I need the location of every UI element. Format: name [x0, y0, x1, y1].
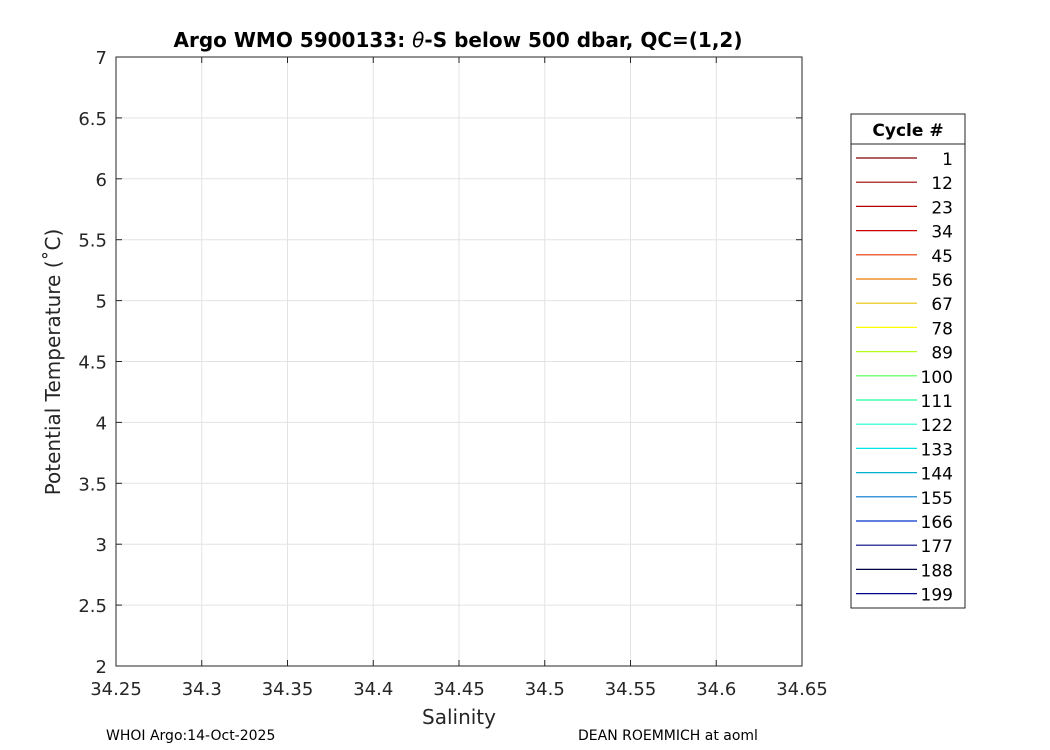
chart-title: Argo WMO 5900133: θ-S below 500 dbar, QC…	[174, 28, 743, 52]
y-tick-label: 6	[96, 170, 107, 191]
y-tick-label: 5	[96, 292, 107, 313]
legend-label-34: 34	[931, 223, 953, 243]
legend-label-67: 67	[931, 295, 953, 315]
legend-label-155: 155	[921, 489, 953, 509]
y-tick-label: 4.5	[78, 353, 107, 374]
x-tick-label: 34.6	[696, 679, 736, 700]
footer-left: WHOI Argo:14-Oct-2025	[106, 728, 275, 744]
y-tick-label: 3.5	[78, 474, 107, 495]
y-tick-label: 2.5	[78, 596, 107, 617]
y-tick-label: 3	[96, 535, 107, 556]
legend: Cycle # 1 12 23 34 45 56 67 78 89 100 111 122 133 144…	[850, 113, 966, 609]
legend-items: 1 12 23 34 45 56 67 78 89 100 111 122 133 144 155 166 17…	[856, 150, 953, 606]
legend-label-78: 78	[931, 319, 953, 339]
y-tick-label: 7	[96, 48, 107, 69]
axis-ticks: 34.25 34.3 34.35 34.4 34.45 34.5 34.55 34.6 34.6…	[78, 48, 827, 700]
legend-label-144: 144	[921, 465, 953, 485]
x-axis-label: Salinity	[422, 705, 496, 729]
x-tick-label: 34.45	[433, 679, 485, 700]
legend-label-188: 188	[921, 561, 953, 581]
footer-right: DEAN ROEMMICH at aoml	[578, 728, 758, 744]
y-tick-label: 4	[96, 413, 107, 434]
legend-label-166: 166	[921, 513, 953, 533]
y-axis-label: Potential Temperature (˚C)	[41, 229, 65, 496]
x-tick-label: 34.25	[90, 679, 142, 700]
legend-label-23: 23	[931, 198, 953, 218]
grid-lines	[116, 57, 802, 666]
x-tick-label: 34.35	[262, 679, 314, 700]
legend-label-12: 12	[931, 174, 953, 194]
y-tick-label: 6.5	[78, 109, 107, 130]
legend-label-45: 45	[931, 247, 953, 267]
x-tick-label: 34.3	[182, 679, 222, 700]
legend-label-100: 100	[921, 368, 953, 388]
legend-title: Cycle #	[872, 121, 943, 141]
legend-label-122: 122	[921, 416, 953, 436]
legend-label-56: 56	[931, 271, 953, 291]
y-tick-label: 2	[96, 657, 107, 678]
legend-box	[850, 113, 966, 609]
legend-label-89: 89	[931, 344, 953, 364]
x-tick-label: 34.65	[776, 679, 828, 700]
x-tick-label: 34.55	[605, 679, 657, 700]
legend-label-1: 1	[942, 150, 953, 170]
legend-label-133: 133	[921, 440, 953, 460]
legend-label-199: 199	[921, 586, 953, 606]
x-tick-label: 34.4	[353, 679, 393, 700]
y-tick-label: 5.5	[78, 231, 107, 252]
x-tick-label: 34.5	[525, 679, 565, 700]
legend-label-111: 111	[921, 392, 953, 412]
legend-label-177: 177	[921, 537, 953, 557]
